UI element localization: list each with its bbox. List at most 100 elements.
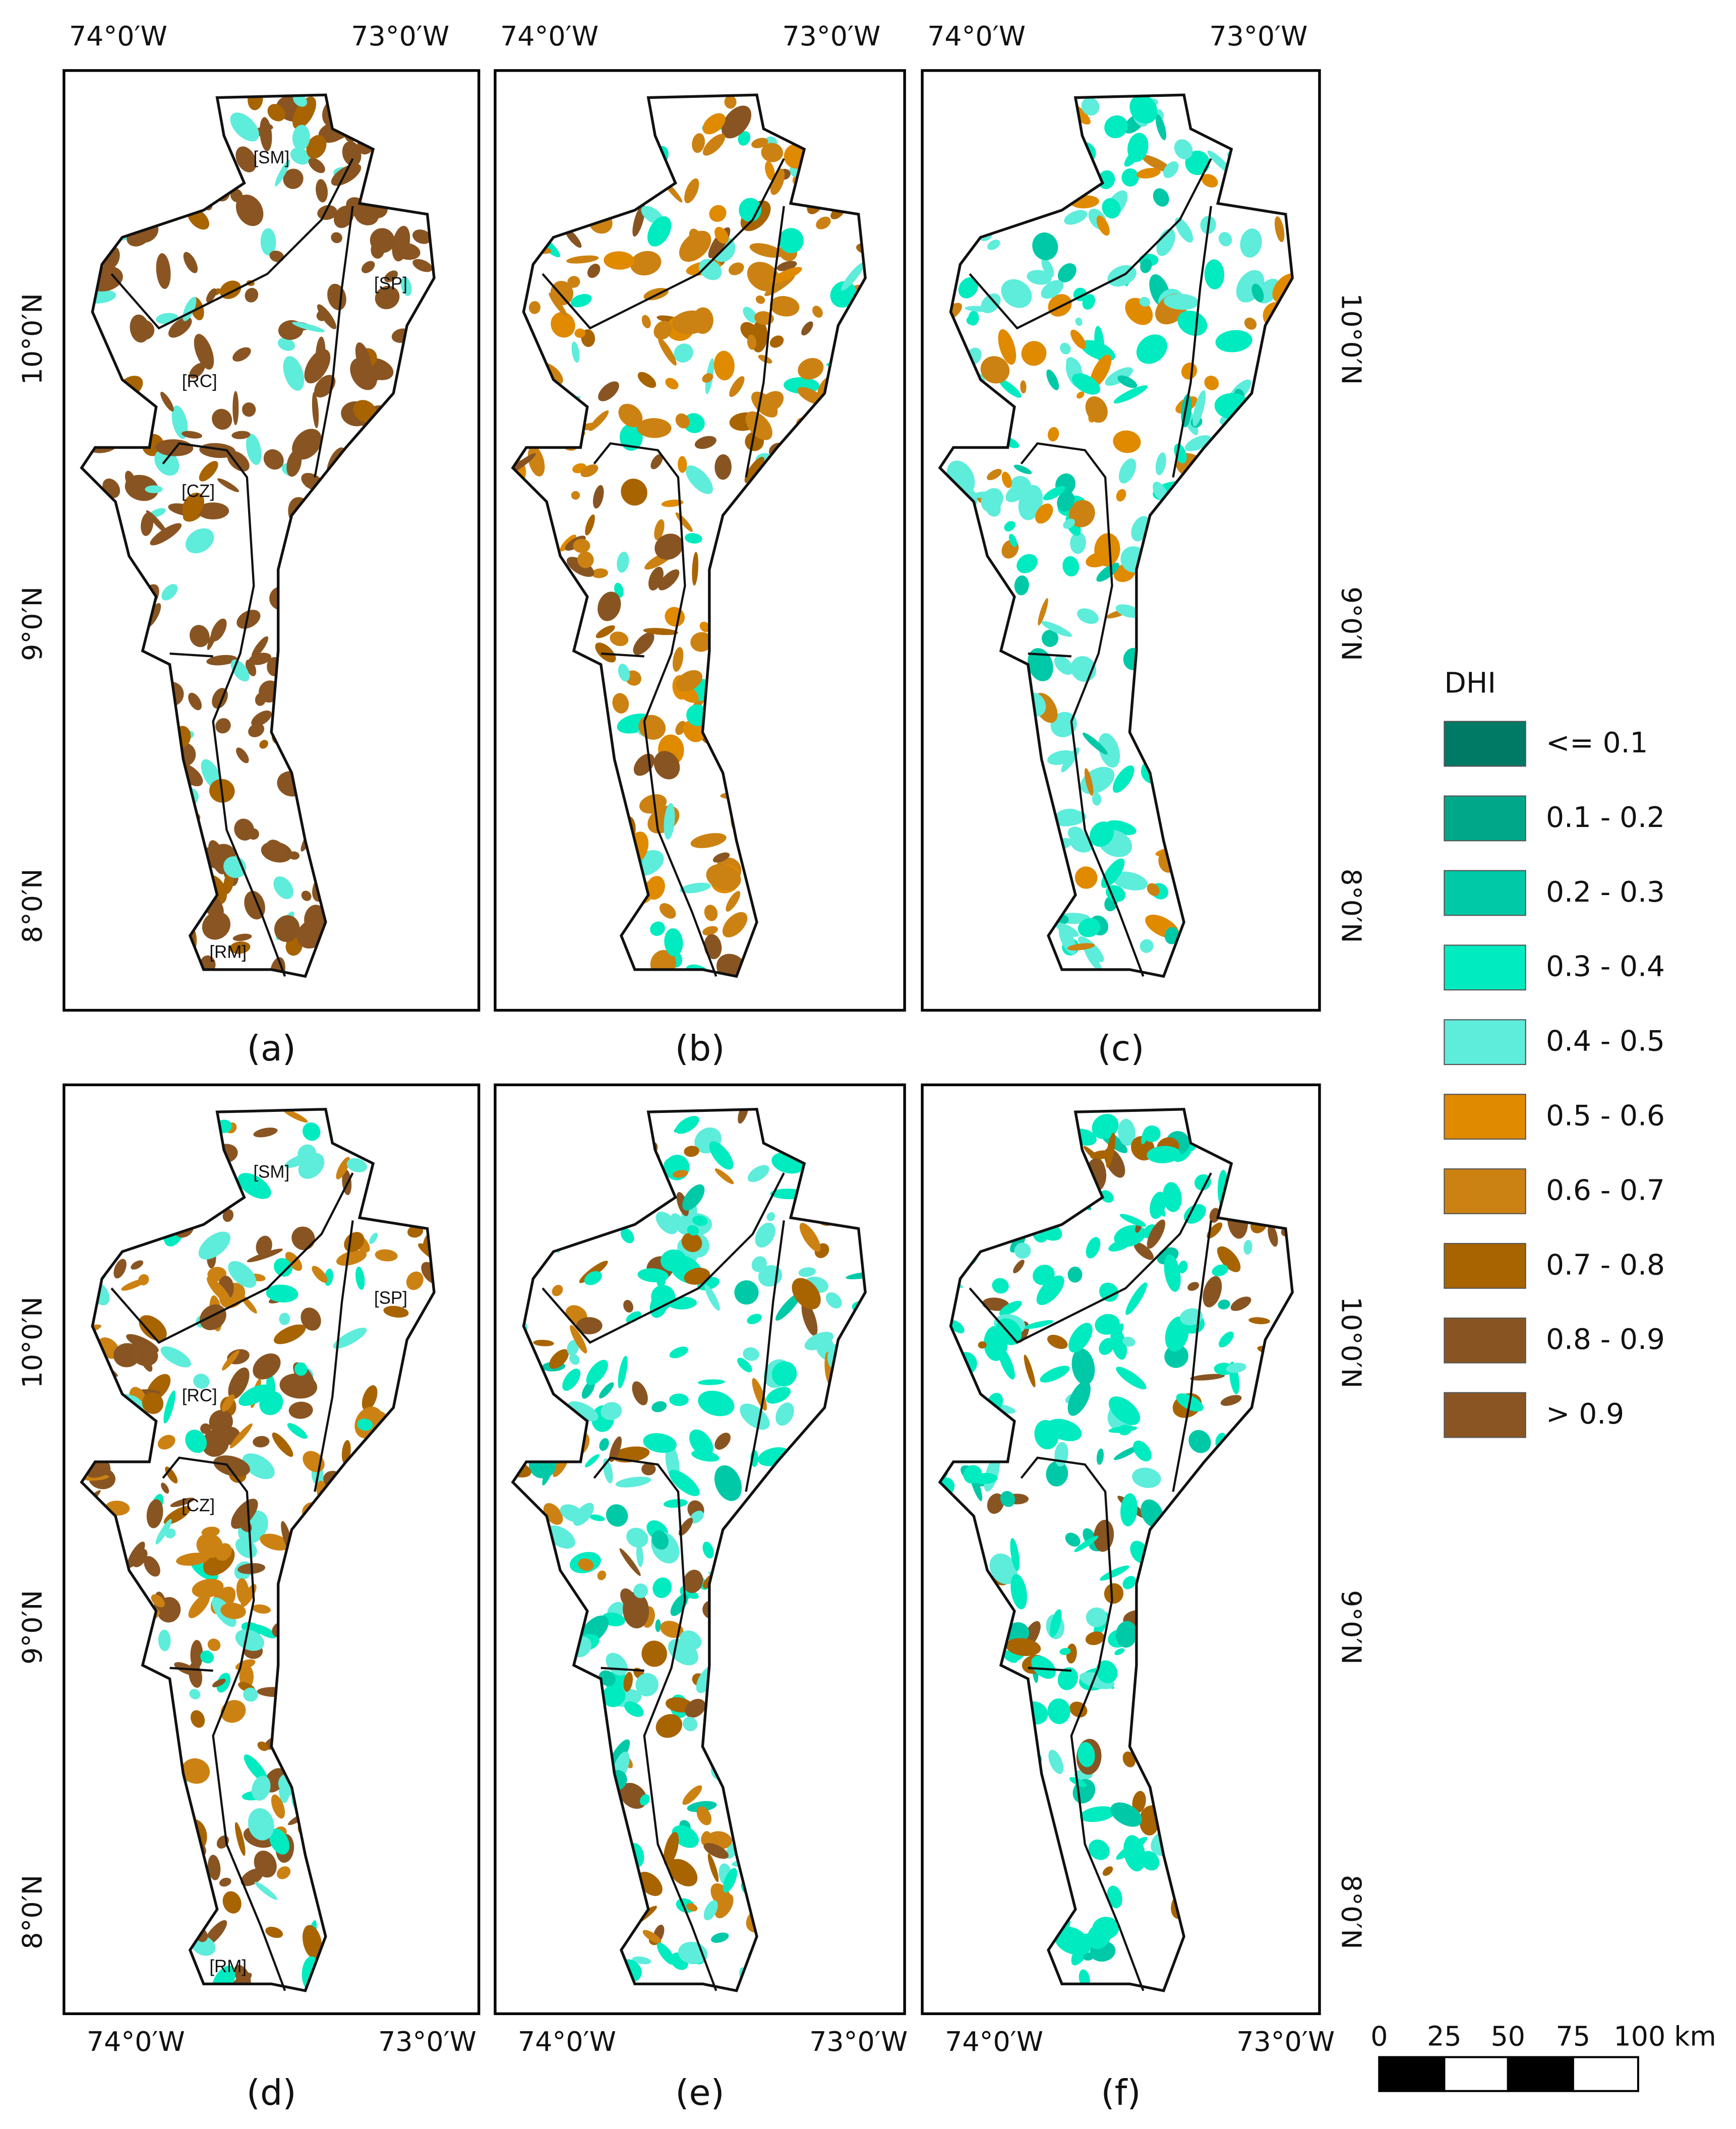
raster-patch xyxy=(980,356,1010,384)
raster-patch xyxy=(620,1588,636,1609)
raster-patch xyxy=(615,1476,651,1488)
legend-swatch xyxy=(1444,721,1526,767)
raster-patch xyxy=(1035,503,1053,524)
raster-patch xyxy=(669,1393,689,1406)
raster-patch xyxy=(1207,1222,1223,1239)
raster-patch xyxy=(751,1256,767,1272)
internal-boundary xyxy=(314,206,354,478)
raster-patch xyxy=(729,262,744,275)
panel-label: (c) xyxy=(1098,1028,1145,1069)
raster-patch xyxy=(620,1228,634,1244)
raster-patch xyxy=(1065,1532,1081,1547)
raster-patch xyxy=(156,253,171,289)
raster-patch xyxy=(400,277,412,297)
raster-patch xyxy=(1054,656,1073,675)
raster-patch xyxy=(712,852,730,863)
raster-patch xyxy=(1096,1660,1118,1684)
raster-patch xyxy=(586,1359,608,1386)
raster-patch xyxy=(157,1435,175,1450)
raster-patch xyxy=(198,1231,230,1260)
raster-patch xyxy=(1174,139,1193,159)
raster-patch xyxy=(158,1629,171,1651)
raster-patch xyxy=(312,392,319,429)
internal-boundary xyxy=(542,1172,785,1344)
raster-patch xyxy=(342,141,362,166)
raster-patch xyxy=(206,288,217,303)
raster-patch xyxy=(331,232,342,244)
raster-patch xyxy=(276,1866,291,1879)
raster-patch xyxy=(1132,1791,1146,1813)
raster-patch xyxy=(221,1394,235,1412)
raster-patch xyxy=(651,1530,669,1550)
internal-boundary xyxy=(593,442,717,977)
raster-patch xyxy=(1005,482,1029,502)
raster-patch xyxy=(689,1429,713,1457)
raster-patch xyxy=(651,1401,667,1412)
map-panel: 74°0′W 73°0′W 10°0′N 9°0′N 8°0′N [SM] [SP] [RC]… xyxy=(16,1083,481,2113)
raster-patch xyxy=(704,905,718,921)
lat-label: 8°0′N xyxy=(16,868,48,943)
raster-patch xyxy=(1136,334,1167,364)
raster-patch xyxy=(1013,464,1032,475)
raster-patch xyxy=(287,1423,308,1439)
raster-patch xyxy=(185,1430,207,1453)
raster-patch xyxy=(1004,521,1015,531)
raster-patch xyxy=(1027,270,1052,285)
legend-label: 0.3 - 0.4 xyxy=(1546,951,1665,983)
raster-patch xyxy=(679,882,711,894)
raster-patch xyxy=(658,337,677,366)
raster-patch xyxy=(1070,531,1086,554)
raster-patch xyxy=(1096,1448,1104,1465)
internal-boundary xyxy=(542,158,785,330)
raster-patch xyxy=(655,1619,661,1632)
legend-swatch xyxy=(1444,1094,1526,1140)
raster-patch xyxy=(766,1387,791,1404)
raster-patch xyxy=(1268,1224,1278,1247)
raster-patch xyxy=(685,1698,706,1718)
boundary xyxy=(80,1107,436,1992)
raster-patch xyxy=(769,335,784,348)
raster-patch xyxy=(1080,1806,1116,1822)
lat-label: 8°0′N xyxy=(1335,868,1367,943)
raster-patch xyxy=(580,464,598,478)
raster-patch xyxy=(1033,1265,1055,1285)
raster-patch xyxy=(245,287,259,303)
raster-patch xyxy=(1140,1810,1159,1836)
raster-patch xyxy=(275,159,290,187)
raster-patch xyxy=(1075,317,1083,326)
raster-patch xyxy=(701,1831,711,1846)
raster-patch xyxy=(1040,1366,1070,1383)
raster-patch xyxy=(1163,161,1179,179)
raster-patch xyxy=(146,1499,163,1528)
internal-boundary xyxy=(110,1172,354,1344)
raster-patch xyxy=(1162,1182,1182,1212)
raster-patch xyxy=(723,1868,738,1893)
raster-patch xyxy=(375,1249,398,1262)
raster-patch xyxy=(650,454,663,469)
raster-patch xyxy=(215,1543,232,1561)
raster-patch xyxy=(1068,1323,1093,1353)
raster-patch xyxy=(1112,871,1148,891)
raster-patch xyxy=(625,429,642,445)
raster-patch xyxy=(765,161,775,181)
internal-boundary xyxy=(169,1667,213,1672)
raster-patch xyxy=(684,178,699,204)
raster-patch xyxy=(1067,826,1086,842)
raster-patch xyxy=(1177,310,1208,336)
raster-patch xyxy=(987,468,1002,481)
raster-patch xyxy=(699,622,710,632)
raster-patch xyxy=(1107,1885,1122,1909)
raster-patch xyxy=(145,485,163,493)
raster-patch xyxy=(208,1855,221,1880)
raster-patch xyxy=(738,131,751,146)
lon-label: 74°0′W xyxy=(69,20,167,52)
raster-patch xyxy=(958,277,979,299)
raster-patch xyxy=(729,376,745,397)
legend-swatch xyxy=(1444,795,1526,842)
raster-patch xyxy=(714,1433,731,1450)
raster-patch xyxy=(252,1776,271,1801)
raster-patch xyxy=(254,1850,277,1878)
internal-boundary xyxy=(969,158,1212,330)
raster-patch xyxy=(1067,1381,1091,1416)
raster-patch xyxy=(1092,793,1102,806)
